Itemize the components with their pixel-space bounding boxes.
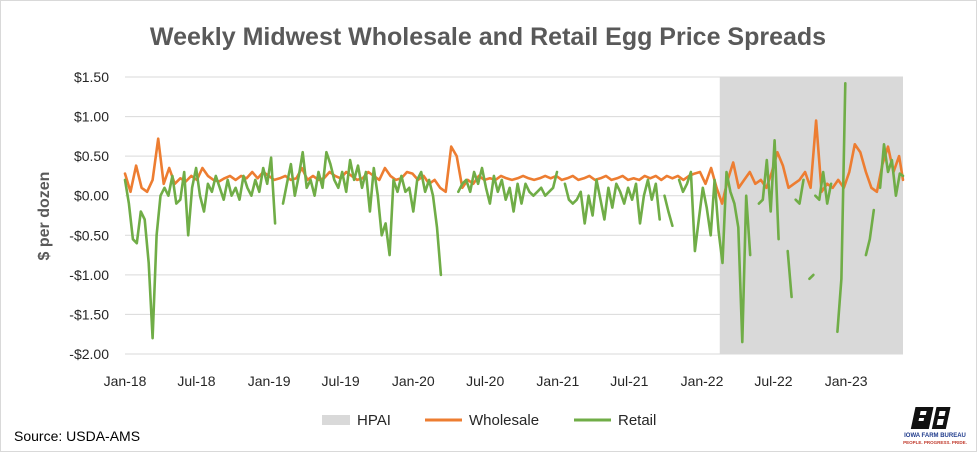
- legend-wholesale-label: Wholesale: [469, 412, 539, 429]
- chart-title: Weekly Midwest Wholesale and Retail Egg …: [150, 23, 826, 51]
- retail-series-line: [864, 208, 876, 257]
- retail-series-line: [794, 178, 805, 205]
- y-tick-label: $1.50: [74, 69, 109, 85]
- logo-tagline: PEOPLE. PROGRESS. PRIDE.: [903, 440, 967, 445]
- retail-series-line: [757, 139, 780, 241]
- x-tick-label: Jul-22: [754, 373, 792, 389]
- retail-series-line: [123, 156, 277, 340]
- legend-hpai-label: HPAI: [357, 412, 391, 429]
- retail-series-line: [563, 178, 661, 225]
- x-tick-label: Jan-20: [392, 373, 435, 389]
- retail-series-line: [457, 166, 559, 213]
- x-tick-label: Jan-21: [536, 373, 579, 389]
- x-tick-label: Jul-20: [466, 373, 504, 389]
- x-tick-label: Jan-23: [825, 373, 868, 389]
- retail-series-line: [808, 273, 815, 281]
- legend-retail-label: Retail: [618, 412, 656, 429]
- retail-series-line: [814, 170, 833, 205]
- retail-series-line: [786, 249, 793, 299]
- source-note: Source: USDA-AMS: [14, 428, 140, 444]
- y-axis-label: $ per dozen: [36, 172, 53, 261]
- retail-series-line: [878, 143, 905, 197]
- farm-bureau-logo: IOWA FARM BUREAU PEOPLE. PROGRESS. PRIDE…: [903, 407, 967, 445]
- y-tick-label: -$0.50: [69, 227, 109, 243]
- logo-wordmark: IOWA FARM BUREAU: [904, 433, 966, 439]
- x-tick-label: Jul-18: [177, 373, 215, 389]
- retail-series-line: [677, 170, 752, 344]
- x-tick-label: Jan-22: [681, 373, 724, 389]
- y-tick-label: -$1.50: [69, 306, 109, 322]
- retail-series-line: [281, 150, 443, 277]
- x-tick-label: Jul-19: [322, 373, 360, 389]
- legend: HPAI Wholesale Retail: [322, 412, 656, 429]
- retail-series-line: [663, 194, 674, 228]
- y-tick-label: $0.50: [74, 148, 109, 164]
- retail-series-line: [836, 82, 847, 334]
- y-tick-label: $0.00: [74, 188, 109, 204]
- y-tick-label: -$2.00: [69, 346, 109, 362]
- y-tick-label: $1.00: [74, 109, 109, 125]
- x-tick-label: Jan-18: [104, 373, 147, 389]
- legend-hpai-swatch: [322, 415, 350, 425]
- y-tick-label: -$1.00: [69, 267, 109, 283]
- x-tick-label: Jan-19: [248, 373, 291, 389]
- x-tick-label: Jul-21: [610, 373, 648, 389]
